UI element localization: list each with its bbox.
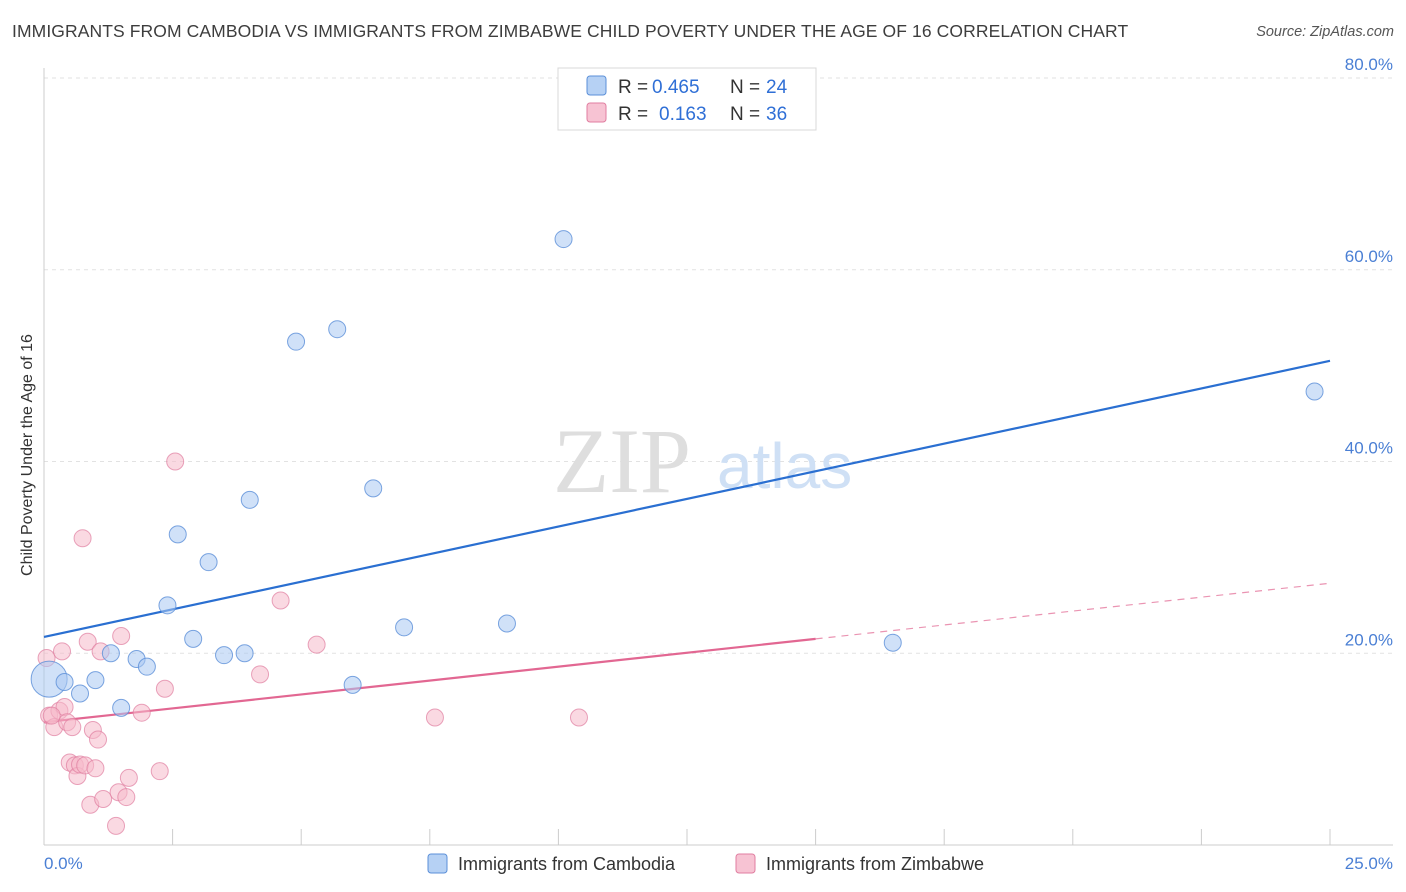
x-tick-label-max: 25.0% — [1345, 854, 1393, 873]
cambodia-point — [328, 320, 347, 339]
zimbabwe-points — [37, 452, 588, 835]
zimbabwe-point — [155, 679, 174, 698]
cambodia-point — [71, 684, 90, 703]
trend-lines — [43, 359, 1331, 724]
cambodia-point — [137, 657, 156, 676]
cambodia-point — [112, 698, 131, 717]
correlation-legend: R = 0.465 N = 24 R = 0.163 N = 36 — [557, 67, 817, 131]
source-credit: Source: ZipAtlas.com — [1256, 24, 1394, 40]
zimbabwe-point — [425, 708, 444, 727]
gridlines — [44, 77, 1393, 654]
watermark-zip: ZIP — [553, 410, 691, 512]
legend-n-value-zimbabwe: 36 — [766, 104, 787, 125]
axes — [43, 68, 1393, 846]
zimbabwe-point — [94, 789, 113, 808]
legend-n-label-cambodia: N = — [730, 77, 760, 98]
zimbabwe-point — [78, 632, 97, 651]
zimbabwe-point — [73, 529, 92, 548]
trend-line-cambodia — [43, 359, 1331, 639]
cambodia-point — [158, 596, 177, 615]
bottom-legend-label-zimbabwe: Immigrants from Zimbabwe — [766, 854, 984, 874]
watermark-atlas: atlas — [717, 430, 852, 502]
y-tick-label-20: 20.0% — [1345, 630, 1393, 649]
legend-r-value-zimbabwe: 0.163 — [659, 104, 707, 125]
cambodia-point — [364, 479, 383, 498]
zimbabwe-point — [117, 788, 136, 807]
zimbabwe-point — [569, 708, 588, 727]
zimbabwe-point — [53, 642, 72, 661]
bottom-legend-label-cambodia: Immigrants from Cambodia — [458, 854, 676, 874]
x-tick-label-min: 0.0% — [44, 854, 83, 873]
legend-swatch-cambodia — [586, 75, 607, 96]
cambodia-point — [101, 644, 120, 663]
cambodia-point — [199, 553, 218, 572]
y-tick-label-60: 60.0% — [1345, 247, 1393, 266]
chart-title: IMMIGRANTS FROM CAMBODIA VS IMMIGRANTS F… — [12, 21, 1129, 41]
cambodia-point — [240, 490, 259, 509]
cambodia-point — [184, 629, 203, 648]
cambodia-point — [883, 633, 902, 652]
cambodia-point — [168, 525, 187, 544]
cambodia-point — [235, 644, 254, 663]
bottom-legend-swatch-zimbabwe — [735, 853, 756, 874]
cambodia-point — [215, 646, 234, 665]
zimbabwe-point — [132, 703, 151, 722]
legend-r-label-zimbabwe: R = — [618, 104, 648, 125]
zimbabwe-point — [251, 665, 270, 684]
zimbabwe-point — [42, 706, 61, 725]
cambodia-point — [554, 230, 573, 249]
zimbabwe-point — [307, 635, 326, 654]
legend-n-value-cambodia: 24 — [766, 77, 788, 98]
series-legend: Immigrants from Cambodia Immigrants from… — [427, 853, 984, 874]
zimbabwe-point — [119, 768, 138, 787]
cambodia-point — [395, 618, 414, 637]
cambodia-point — [497, 614, 516, 633]
watermark: ZIP atlas — [553, 410, 852, 512]
legend-n-label-zimbabwe: N = — [730, 104, 760, 125]
legend-r-value-cambodia: 0.465 — [652, 77, 700, 98]
zimbabwe-point — [112, 626, 131, 645]
zimbabwe-point — [86, 759, 105, 778]
zimbabwe-point — [89, 730, 108, 749]
cambodia-point — [55, 673, 74, 692]
y-tick-label-80: 80.0% — [1345, 55, 1393, 74]
legend-swatch-zimbabwe — [586, 102, 607, 123]
cambodia-point — [343, 675, 362, 694]
zimbabwe-point — [166, 452, 185, 471]
zimbabwe-point — [150, 762, 169, 781]
y-tick-labels: 20.0% 40.0% 60.0% 80.0% — [1345, 55, 1393, 649]
legend-r-label-cambodia: R = — [618, 77, 648, 98]
cambodia-point — [1305, 382, 1324, 401]
bottom-legend-swatch-cambodia — [427, 853, 448, 874]
cambodia-point — [86, 671, 105, 690]
zimbabwe-point — [63, 718, 82, 737]
trend-line-zimbabwe-extension — [815, 582, 1331, 640]
y-tick-label-40: 40.0% — [1345, 439, 1393, 458]
zimbabwe-point — [271, 591, 290, 610]
cambodia-points — [30, 230, 1324, 717]
zimbabwe-point — [107, 816, 126, 835]
cambodia-point — [287, 332, 306, 351]
trend-line-zimbabwe — [43, 637, 816, 724]
